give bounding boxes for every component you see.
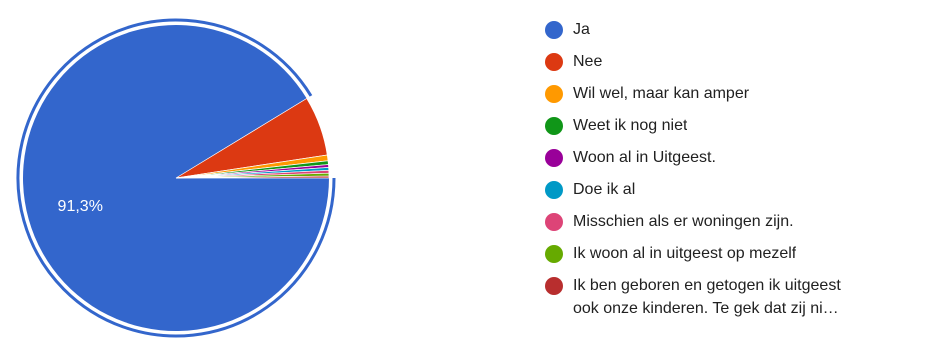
legend-item-op-mezelf[interactable]: Ik woon al in uitgeest op mezelf [540,242,926,274]
legend-item-geboren-getogen[interactable]: Ik ben geboren en getogen ik uitgeest oo… [540,274,926,334]
legend-item-doe-ik-al[interactable]: Doe ik al [540,178,926,210]
selected-slice-outline [16,18,336,338]
legend-item-woon-al[interactable]: Woon al in Uitgeest. [540,146,926,178]
legend-label: Wil wel, maar kan amper [573,85,750,102]
chart-legend: Ja Nee Wil wel, maar kan amper Weet ik n… [540,18,926,334]
legend-dot-icon [545,21,563,39]
legend-dot-icon [545,117,563,135]
legend-label: Doe ik al [573,181,636,198]
legend-dot-icon [545,85,563,103]
legend-label: Ik woon al in uitgeest op mezelf [573,245,797,262]
legend-item-wil-wel[interactable]: Wil wel, maar kan amper [540,82,926,114]
legend-item-nee[interactable]: Nee [540,50,926,82]
legend-dot-icon [545,213,563,231]
legend-label: Ja [573,21,590,38]
legend-label-line1: Ik ben geboren en getogen ik uitgeest [573,277,841,294]
legend-dot-icon [545,245,563,263]
legend-label: Ik ben geboren en getogen ik uitgeest oo… [573,274,926,320]
legend-label: Weet ik nog niet [573,117,688,134]
legend-dot-icon [545,181,563,199]
legend-dot-icon [545,149,563,167]
legend-item-weet-niet[interactable]: Weet ik nog niet [540,114,926,146]
legend-item-misschien[interactable]: Misschien als er woningen zijn. [540,210,926,242]
legend-label: Nee [573,53,603,70]
legend-dot-icon [545,53,563,71]
pie-slice-9[interactable] [175,175,330,179]
legend-dot-icon [545,277,563,295]
legend-label: Woon al in Uitgeest. [573,149,716,166]
legend-item-ja[interactable]: Ja [540,18,926,50]
legend-label: Misschien als er woningen zijn. [573,213,794,230]
legend-label-line2: ook onze kinderen. Te gek dat zij ni… [573,300,839,317]
pie-data-label-1: 91,3% [58,198,103,215]
